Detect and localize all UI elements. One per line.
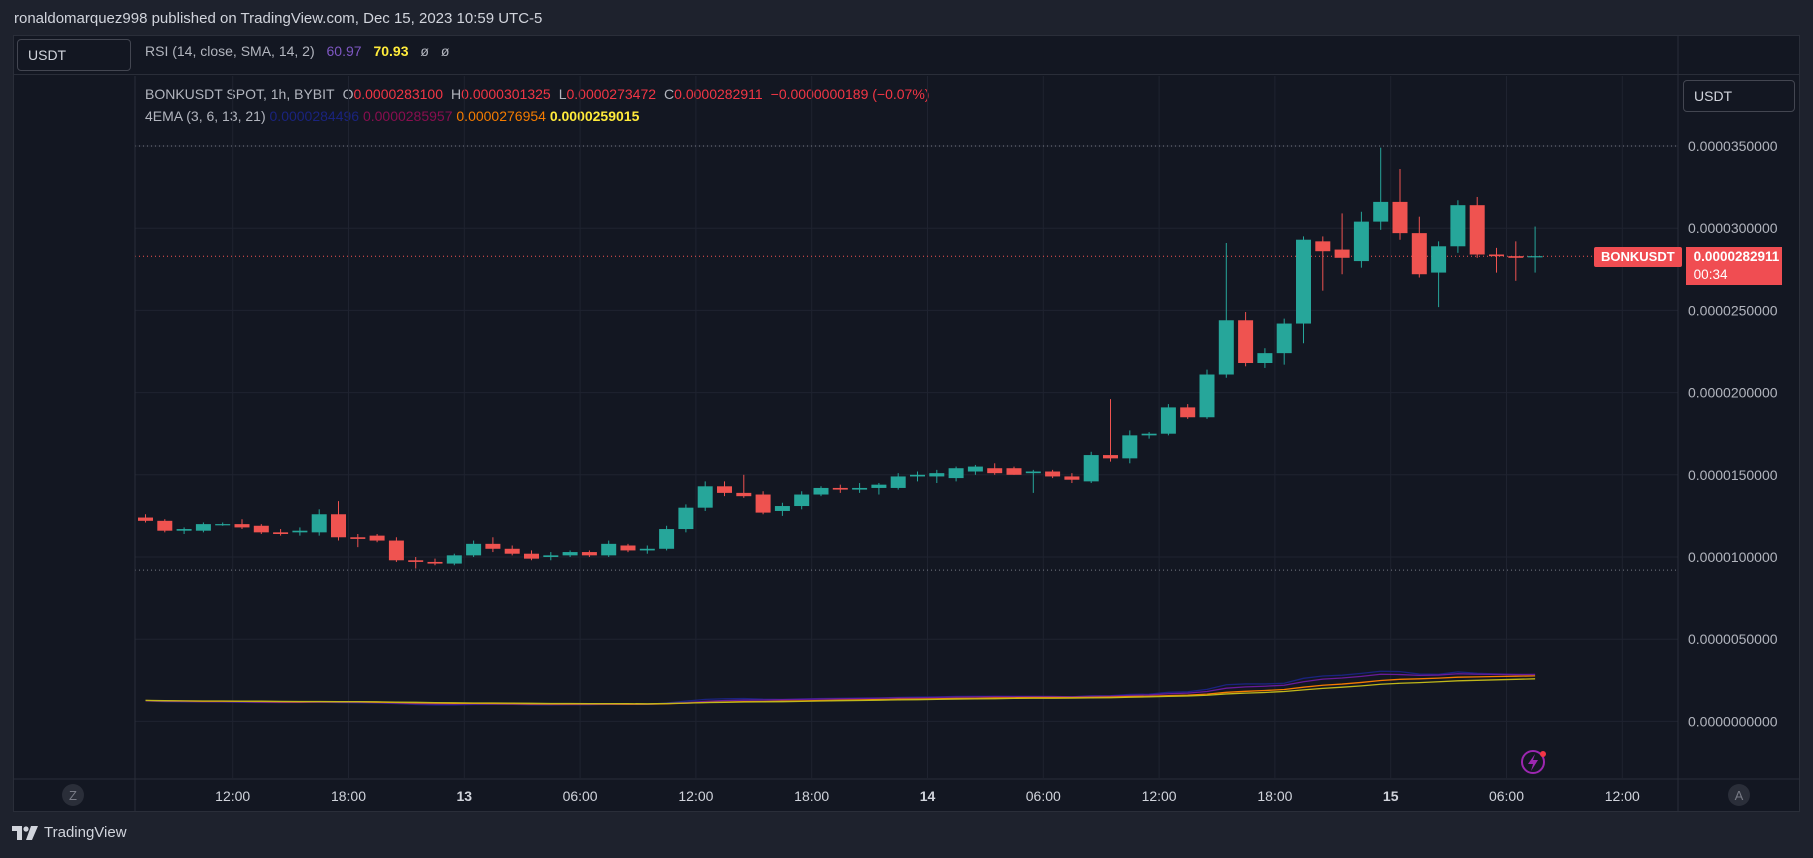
rsi-legend: RSI (14, close, SMA, 14, 2) 60.97 70.93 … [145,43,449,59]
ohlc-legend: BONKUSDT SPOT, 1h, BYBIT O0.0000283100 H0.… [145,86,929,102]
right-currency-button[interactable]: USDT [1683,80,1795,112]
zoom-button-label: Z [69,787,77,803]
chart-frame [13,35,1800,812]
indicator-pane [13,35,1800,75]
auto-scale-button[interactable]: A [1728,784,1750,806]
close-label: C [664,86,675,102]
left-currency-label: USDT [28,47,67,63]
published-header: ronaldomarquez998 published on TradingVi… [0,0,1813,36]
zoom-button[interactable]: Z [62,784,84,806]
open-label: O [342,86,354,102]
brand-footer: TradingView [12,824,127,841]
change-value: −0.0000000189 (−0.07%) [770,86,930,102]
ema-label: 4EMA (3, 6, 13, 21) [145,108,266,124]
close-value: 0.0000282911 [674,86,763,102]
open-value: 0.0000283100 [353,86,444,102]
left-currency-button[interactable]: USDT [17,39,131,71]
rsi-value-3: ø [420,43,429,59]
rsi-value-2: 70.93 [373,43,409,59]
brand-name: TradingView [44,824,127,841]
symbol-label: BONKUSDT SPOT, 1h, BYBIT [145,86,335,102]
right-currency-label: USDT [1694,88,1733,104]
ema-value-3: 0.0000284496 [269,108,360,124]
low-label: L [558,86,567,102]
high-value: 0.0000301325 [461,86,551,102]
last-price-tag: BONKUSDT 0.0000282911 00:34 [1594,247,1782,285]
rsi-value-1: 60.97 [326,43,362,59]
rsi-value-4: ø [440,43,450,59]
price-tag-value: 0.0000282911 00:34 [1685,247,1782,285]
rsi-label: RSI (14, close, SMA, 14, 2) [145,43,315,59]
price-tag-price: 0.0000282911 [1693,249,1780,264]
ema-value-21: 0.0000259015 [549,108,640,124]
price-tag-symbol: BONKUSDT [1594,247,1682,267]
low-value: 0.0000273472 [566,86,657,102]
ema-value-13: 0.0000276954 [456,108,546,124]
ema-legend: 4EMA (3, 6, 13, 21) 0.0000284496 0.00002… [145,108,639,124]
tradingview-logo-icon [12,825,38,840]
price-tag-countdown: 00:34 [1693,267,1728,282]
published-text: ronaldomarquez998 published on TradingVi… [14,9,543,27]
ema-value-6: 0.0000285957 [362,108,453,124]
high-label: H [451,86,462,102]
auto-scale-label: A [1734,787,1744,803]
